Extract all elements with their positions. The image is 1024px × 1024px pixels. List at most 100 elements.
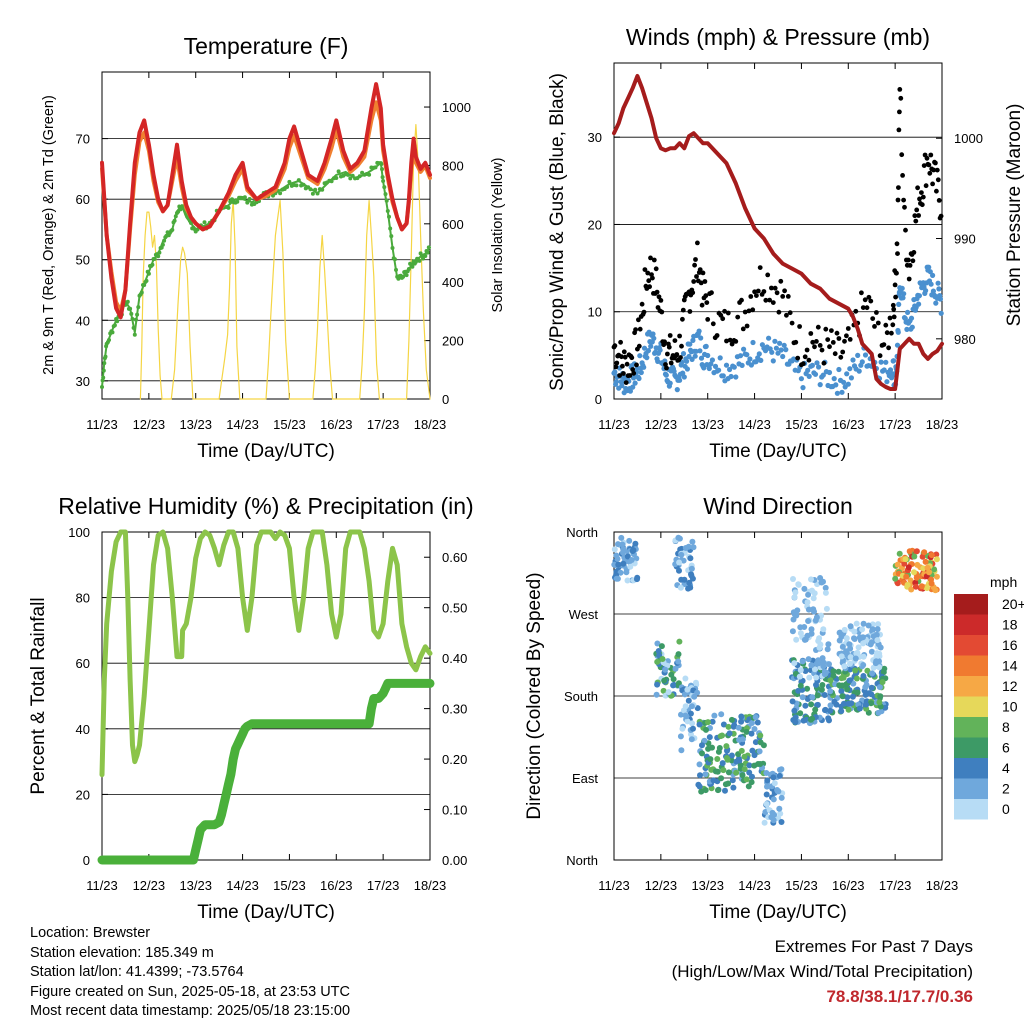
wind-direction-point — [816, 644, 823, 651]
gust-point — [679, 343, 684, 349]
wind-direction-point — [661, 677, 668, 684]
wind-direction-point — [660, 687, 667, 694]
wind-direction-point — [694, 689, 701, 696]
wind-point — [845, 381, 851, 387]
wind-direction-point — [688, 703, 695, 710]
wind-point — [916, 301, 922, 307]
legend-swatch — [954, 799, 988, 820]
dewpoint-point — [308, 187, 313, 192]
gust-point — [667, 333, 673, 338]
wind-point — [777, 340, 783, 346]
gust-point — [621, 371, 626, 376]
x-tick-label: 14/23 — [738, 878, 771, 893]
wind-direction-point — [720, 767, 727, 774]
gust-point — [889, 330, 894, 336]
wind-direction-point — [707, 756, 714, 763]
dewpoint-point — [152, 256, 157, 261]
wind-direction-point — [738, 718, 745, 725]
wind-direction-point — [743, 728, 750, 735]
gust-point — [812, 344, 817, 350]
wind-direction-point — [827, 702, 834, 709]
wind-direction-point — [685, 585, 692, 592]
wind-point — [651, 335, 657, 341]
wind-direction-point — [802, 702, 809, 709]
gust-point — [916, 213, 921, 218]
y-tick-label: 50 — [76, 253, 90, 268]
gust-point — [733, 339, 739, 344]
dewpoint-point — [426, 245, 431, 250]
gust-point — [883, 322, 889, 328]
wind-direction-point — [855, 644, 862, 651]
wind-direction-point — [852, 655, 859, 662]
wind-direction-point — [764, 783, 770, 790]
y-tick-label-right: 0.40 — [442, 651, 467, 666]
wind-point — [750, 339, 756, 346]
gust-point — [653, 266, 659, 272]
wind-point — [908, 315, 915, 321]
wind-point — [833, 382, 839, 388]
gust-point — [629, 355, 635, 361]
wind-direction-point — [776, 772, 783, 779]
wind-point — [630, 384, 636, 390]
panel-title: Wind Direction — [703, 493, 853, 519]
gust-point — [651, 257, 657, 263]
wind-direction-point — [826, 717, 832, 724]
wind-point — [826, 369, 833, 376]
gust-point — [868, 298, 874, 304]
wind-direction-point — [846, 677, 853, 684]
legend-label: 0 — [1002, 801, 1010, 817]
station-elevation: Station elevation: 185.349 m — [30, 944, 214, 961]
wind-point — [812, 371, 819, 377]
gust-point — [623, 380, 629, 385]
gust-point — [930, 181, 935, 187]
gust-point — [894, 270, 899, 276]
gust-point — [639, 301, 645, 307]
wind-point — [733, 374, 739, 380]
wind-direction-point — [809, 694, 816, 701]
gust-point — [672, 338, 678, 343]
wind-direction-point — [682, 675, 689, 682]
wind-direction-point — [811, 666, 818, 673]
dewpoint-point — [294, 183, 299, 188]
wind-direction-point — [717, 733, 724, 740]
gust-point — [935, 177, 941, 183]
wind-point — [698, 355, 705, 361]
wind-direction-point — [778, 819, 785, 825]
gust-point — [834, 330, 840, 336]
gust-point — [870, 316, 876, 321]
dewpoint-point — [130, 317, 135, 321]
gust-point — [742, 309, 748, 315]
wind-direction-point — [748, 730, 755, 737]
gust-point — [814, 339, 819, 344]
wind-direction-point — [711, 712, 718, 719]
dewpoint-point — [162, 238, 167, 243]
wind-direction-point — [630, 547, 637, 554]
wind-direction-point — [926, 569, 932, 576]
gust-point — [622, 354, 628, 360]
y-axis-label: Direction (Colored By Speed) — [524, 572, 545, 819]
dewpoint-point — [392, 257, 397, 262]
y-tick-label-right: 0 — [442, 392, 449, 407]
wind-direction-point — [845, 706, 852, 713]
wind-point — [895, 329, 901, 335]
gust-point — [627, 373, 633, 378]
gust-point — [641, 309, 647, 315]
wind-direction-point — [847, 660, 853, 667]
wind-point — [723, 362, 730, 368]
wind-direction-point — [778, 794, 785, 801]
dewpoint-point — [139, 290, 144, 295]
y-tick-label-right: 600 — [442, 217, 464, 232]
dewpoint-point — [142, 283, 147, 287]
gust-point — [903, 227, 908, 233]
dewpoint-point — [226, 205, 231, 210]
plot-frame — [613, 62, 943, 400]
gust-point — [729, 341, 735, 347]
wind-direction-point — [741, 766, 748, 773]
wind-point — [836, 366, 842, 373]
gust-point — [619, 354, 624, 360]
y-tick-label: 0 — [83, 853, 90, 868]
dewpoint-point — [296, 178, 301, 183]
dewpoint-point — [230, 197, 234, 202]
wind-direction-point — [846, 641, 853, 648]
wind-direction-point — [628, 557, 635, 563]
